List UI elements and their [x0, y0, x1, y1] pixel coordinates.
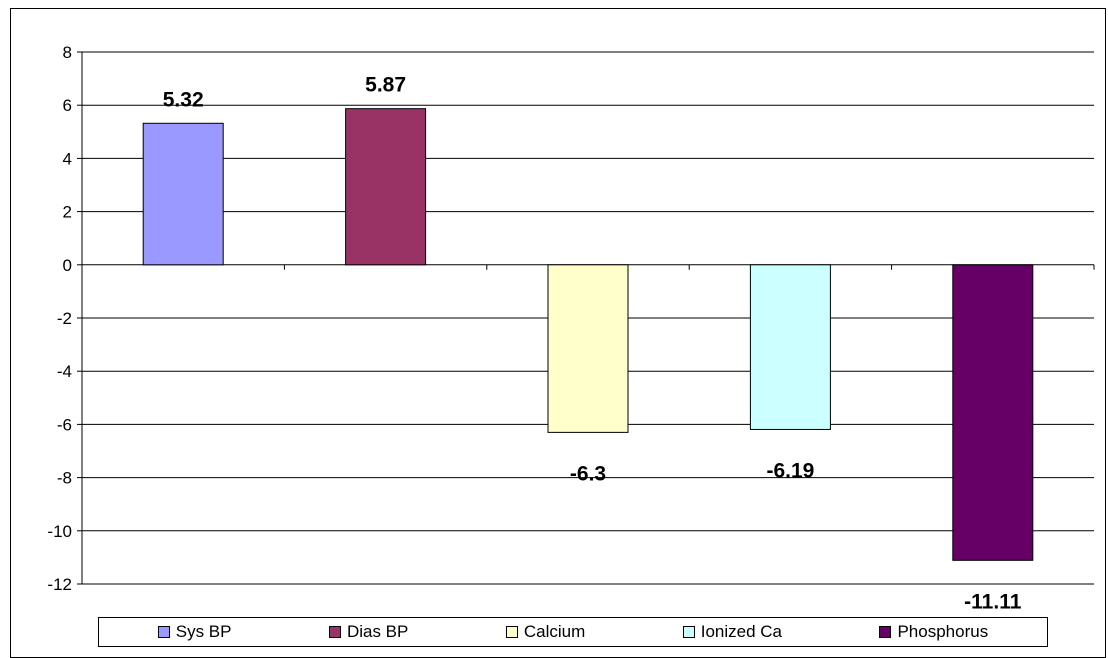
- data-label: 5.87: [365, 74, 406, 97]
- y-tick-label: 2: [63, 203, 72, 222]
- legend-item: Phosphorus: [879, 622, 988, 642]
- bar-ionized-ca: [749, 264, 831, 430]
- gridlines: [82, 51, 1094, 585]
- y-tick-label: -6: [57, 415, 72, 434]
- legend-label: Calcium: [523, 622, 586, 641]
- y-tick-label: 6: [63, 96, 72, 115]
- legend-label: Phosphorus: [897, 622, 989, 641]
- legend-item: Ionized Ca: [682, 622, 782, 642]
- data-label: -11.11: [964, 590, 1022, 613]
- legend-swatch: [505, 626, 518, 638]
- legend: Sys BP Dias BP Calcium Ionized Ca Phosphorus: [98, 617, 1048, 647]
- y-tick-label: -10: [47, 522, 72, 541]
- y-tick-label: -2: [57, 309, 72, 328]
- y-tick-label: 8: [63, 43, 72, 62]
- data-labels: 5.32 5.87 -6.3 -6.19 -11.11: [163, 74, 1022, 614]
- legend-swatch: [328, 626, 341, 638]
- legend-swatch: [879, 626, 892, 638]
- legend-item: Dias BP: [328, 622, 409, 642]
- bars: [142, 108, 1034, 561]
- legend-item: Sys BP: [157, 622, 232, 642]
- y-tick-label: -4: [57, 362, 72, 381]
- data-label: -6.3: [570, 462, 606, 485]
- legend-swatch: [682, 626, 695, 638]
- legend-swatch: [157, 626, 170, 638]
- legend-label: Sys BP: [175, 622, 232, 641]
- y-tick-label: -12: [47, 575, 72, 594]
- legend-label: Dias BP: [346, 622, 409, 641]
- bar-dias-bp: [345, 108, 427, 266]
- bar-calcium: [547, 264, 629, 433]
- legend-label: Ionized Ca: [700, 622, 782, 641]
- y-tick-label: -8: [57, 469, 72, 488]
- y-axis: 8 6 4 2 0 -2 -4 -6 -8 -10 -12: [47, 43, 1095, 594]
- legend-item: Calcium: [505, 622, 586, 642]
- bar-sys-bp: [142, 122, 224, 266]
- bar-phosphorus: [952, 264, 1034, 561]
- y-tick-label: 4: [63, 149, 72, 168]
- data-label: 5.32: [163, 88, 204, 111]
- data-label: -6.19: [766, 459, 814, 482]
- y-tick-label: 0: [63, 256, 72, 275]
